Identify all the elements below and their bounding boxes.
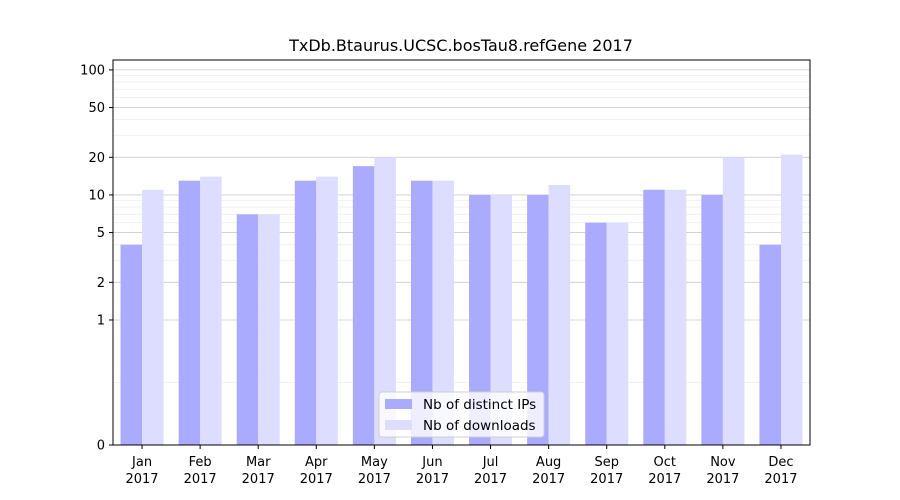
x-tick-label-month: Apr — [305, 455, 328, 470]
bar-downloads-oct — [664, 189, 687, 445]
y-tick-label: 10 — [88, 188, 105, 203]
bar-downloads-mar — [258, 214, 280, 445]
x-tick-label-year: 2017 — [474, 472, 507, 487]
bar-distinct-ips-sep — [585, 222, 607, 445]
bar-downloads-dec — [780, 154, 803, 446]
x-tick-label-year: 2017 — [184, 472, 217, 487]
x-tick-label-year: 2017 — [648, 472, 681, 487]
bar-downloads-may — [374, 157, 396, 445]
bar-distinct-ips-dec — [759, 244, 781, 445]
bars — [120, 154, 803, 446]
bar-distinct-ips-nov — [701, 194, 723, 445]
x-tick-label-month: Feb — [189, 455, 212, 470]
bar-distinct-ips-apr — [294, 180, 317, 445]
bar-downloads-jan — [142, 189, 164, 445]
legend-swatch — [385, 420, 412, 430]
x-tick-label-month: Aug — [536, 455, 561, 470]
legend-box — [378, 391, 545, 438]
x-tick-label-month: Nov — [710, 455, 736, 470]
bar-distinct-ips-oct — [643, 189, 665, 445]
x-tick-label-month: May — [361, 455, 388, 470]
y-tick-label: 1 — [97, 313, 105, 328]
x-tick-label-month: Oct — [654, 455, 676, 470]
y-tick-label: 20 — [88, 151, 105, 166]
bar-downloads-jul — [490, 194, 513, 445]
x-tick-label-year: 2017 — [764, 472, 797, 487]
bar-downloads-nov — [722, 157, 745, 445]
legend-label: Nb of downloads — [423, 418, 536, 434]
bar-distinct-ips-jan — [120, 244, 143, 445]
chart-title: TxDb.Btaurus.UCSC.bosTau8.refGene 2017 — [288, 36, 633, 55]
bar-downloads-sep — [606, 222, 629, 445]
x-tick-label-year: 2017 — [358, 472, 391, 487]
grid-lines — [113, 69, 810, 383]
y-tick-label: 100 — [80, 63, 105, 78]
x-tick-label-month: Sep — [594, 455, 619, 470]
y-axis: 0 1 2 5 10 20 50 100 — [80, 63, 113, 454]
x-tick-label-year: 2017 — [532, 472, 565, 487]
y-tick-label: 0 — [97, 439, 105, 454]
x-tick-label-month: Mar — [246, 455, 271, 470]
y-tick-label: 2 — [97, 276, 105, 291]
x-tick-label-month: Jan — [131, 455, 152, 470]
bar-downloads-jun — [432, 180, 454, 445]
bar-distinct-ips-mar — [236, 214, 259, 445]
x-tick-label-month: Dec — [768, 455, 793, 470]
x-tick-label-month: Jul — [482, 455, 499, 470]
plot-frame — [112, 59, 811, 446]
x-tick-label-year: 2017 — [125, 472, 158, 487]
x-tick-label-year: 2017 — [416, 472, 449, 487]
x-axis: Jan 2017 Feb 2017 Mar 2017 Apr 2017 May 2017 Jun 20… — [125, 445, 798, 487]
legend-label: Nb of distinct IPs — [423, 397, 536, 413]
y-tick-label: 5 — [97, 226, 105, 241]
y-tick-label: 50 — [88, 101, 105, 116]
legend: Nb of distinct IPs Nb of downloads — [378, 391, 545, 438]
bar-distinct-ips-aug — [527, 194, 549, 445]
bar-distinct-ips-feb — [178, 180, 201, 445]
bar-distinct-ips-jul — [469, 194, 491, 445]
bar-downloads-apr — [316, 176, 338, 445]
x-tick-label-month: Jun — [421, 455, 442, 470]
bar-distinct-ips-may — [352, 166, 375, 445]
x-tick-label-year: 2017 — [300, 472, 333, 487]
x-tick-label-year: 2017 — [590, 472, 623, 487]
bar-distinct-ips-jun — [410, 180, 433, 445]
x-tick-label-year: 2017 — [706, 472, 739, 487]
x-tick-label-year: 2017 — [242, 472, 275, 487]
bar-downloads-feb — [200, 176, 222, 445]
bar-downloads-aug — [548, 185, 571, 445]
legend-swatch — [385, 399, 412, 409]
